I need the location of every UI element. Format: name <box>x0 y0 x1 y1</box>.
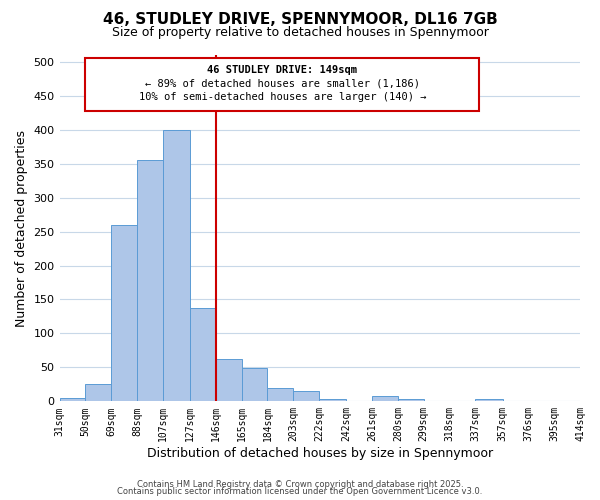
Bar <box>111 225 137 402</box>
Text: 46 STUDLEY DRIVE: 149sqm: 46 STUDLEY DRIVE: 149sqm <box>208 65 358 75</box>
Text: 46, STUDLEY DRIVE, SPENNYMOOR, DL16 7GB: 46, STUDLEY DRIVE, SPENNYMOOR, DL16 7GB <box>103 12 497 28</box>
Bar <box>85 384 111 402</box>
Text: Contains public sector information licensed under the Open Government Licence v3: Contains public sector information licen… <box>118 487 482 496</box>
Bar <box>319 400 346 402</box>
Bar <box>59 398 85 402</box>
Bar <box>268 388 293 402</box>
Bar <box>216 358 242 402</box>
Bar <box>163 130 190 402</box>
Text: Contains HM Land Registry data © Crown copyright and database right 2025.: Contains HM Land Registry data © Crown c… <box>137 480 463 489</box>
Text: 10% of semi-detached houses are larger (140) →: 10% of semi-detached houses are larger (… <box>139 92 426 102</box>
Bar <box>190 308 216 402</box>
Y-axis label: Number of detached properties: Number of detached properties <box>15 130 28 326</box>
Text: ← 89% of detached houses are smaller (1,186): ← 89% of detached houses are smaller (1,… <box>145 79 420 89</box>
Bar <box>398 400 424 402</box>
X-axis label: Distribution of detached houses by size in Spennymoor: Distribution of detached houses by size … <box>147 447 493 460</box>
Text: Size of property relative to detached houses in Spennymoor: Size of property relative to detached ho… <box>112 26 488 39</box>
Bar <box>137 160 163 402</box>
Bar <box>293 391 319 402</box>
Bar <box>372 396 398 402</box>
Bar <box>242 368 268 402</box>
Bar <box>475 400 503 402</box>
FancyBboxPatch shape <box>85 58 479 112</box>
